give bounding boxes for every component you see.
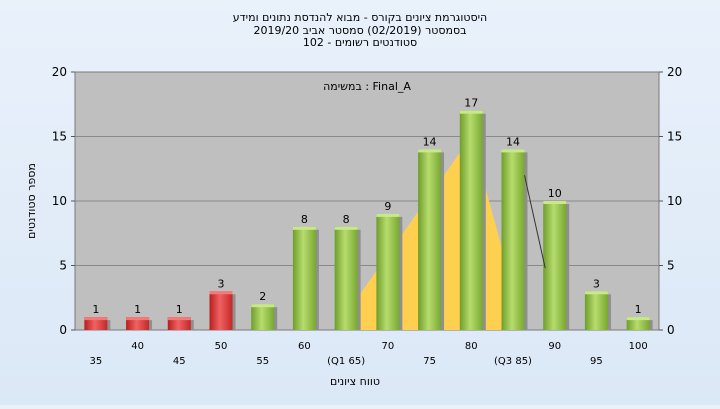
bar-value-label: 1 <box>176 303 183 316</box>
x-tick-labels: 35 40 45 50 55 60 (Q1 65) 70 75 80 (Q3 85) 90 95 100 <box>89 341 647 367</box>
x-tick-label: (Q3 85) <box>494 356 532 367</box>
bar-value-label: 2 <box>259 290 266 303</box>
bar-top <box>84 317 108 321</box>
x-tick-label: 55 <box>256 356 269 367</box>
bar <box>626 317 650 330</box>
bar-value-label: 8 <box>301 213 308 226</box>
bar-top <box>292 226 316 230</box>
bar-top <box>418 149 442 153</box>
bar-value-label: 1 <box>92 303 99 316</box>
bar-top <box>334 226 358 230</box>
bar-top <box>626 317 650 321</box>
y-tick-label-left: 5 <box>59 259 67 273</box>
bar <box>84 317 108 330</box>
bar-value-label: 9 <box>384 200 391 213</box>
bar <box>167 317 191 330</box>
bar <box>543 201 567 330</box>
bar-top <box>459 110 483 114</box>
y-tick-label-left: 20 <box>52 65 67 79</box>
x-tick-label: 40 <box>131 341 144 352</box>
x-tick-label: 70 <box>381 341 394 352</box>
bar-value-label: 14 <box>506 135 520 148</box>
bar <box>501 149 525 330</box>
bar <box>584 291 608 330</box>
bar-top <box>251 304 275 308</box>
bar-value-label: 3 <box>593 277 600 290</box>
y-tick-label-right: 20 <box>667 65 682 79</box>
x-tick-label: 35 <box>89 356 102 367</box>
x-tick-label: 50 <box>215 341 228 352</box>
y-tick-label-left: 0 <box>59 323 67 337</box>
bar-value-label: 1 <box>635 303 642 316</box>
bar-value-label: 1 <box>134 303 141 316</box>
bar-top <box>543 201 567 204</box>
bar <box>251 304 275 330</box>
y-tick-label-right: 5 <box>667 259 675 273</box>
y-tick-label-right: 0 <box>667 323 675 337</box>
y-axis-left: 0 5 10 15 20 <box>52 65 75 337</box>
y-tick-label-right: 15 <box>667 130 682 144</box>
bar <box>292 226 316 330</box>
quartile-connector-line <box>524 175 546 269</box>
x-tick-label: 100 <box>629 341 648 352</box>
y-axis-right: 0 5 10 15 20 <box>659 65 682 337</box>
task-label: במשימה : Final_A <box>323 80 411 93</box>
bar <box>126 317 150 330</box>
bar-top <box>209 291 233 295</box>
bar-top <box>126 317 150 321</box>
x-tick-label: 90 <box>548 341 561 352</box>
x-tick-label: 95 <box>590 356 603 367</box>
y-tick-label-left: 15 <box>52 130 67 144</box>
y-axis-label: מספר סטודנטים <box>25 163 38 239</box>
bar-top <box>584 291 608 295</box>
bar-value-label: 3 <box>218 277 225 290</box>
x-tick-label: 80 <box>465 341 478 352</box>
bar-value-label: 17 <box>464 97 478 110</box>
bar <box>209 291 233 330</box>
title-line-3: סטודנטים רשומים - 102 <box>303 36 417 49</box>
bar-value-labels: 1 1 1 3 2 8 8 9 14 17 14 10 3 1 <box>92 97 641 316</box>
bar <box>418 149 442 330</box>
bar-top <box>376 213 400 217</box>
x-tick-label: 45 <box>173 356 186 367</box>
bar-value-label: 14 <box>423 135 437 148</box>
bar <box>376 213 400 330</box>
bar <box>459 110 483 330</box>
title-line-2: בסמסטר (02/2019) סמסטר אביב 2019/20 <box>253 24 466 37</box>
bar <box>334 226 358 330</box>
y-tick-label-right: 10 <box>667 194 682 208</box>
x-tick-label: 75 <box>423 356 436 367</box>
bar-top <box>167 317 191 321</box>
x-axis-label: טווח ציונים <box>330 375 380 388</box>
y-tick-label-left: 10 <box>52 194 67 208</box>
bars <box>84 110 653 330</box>
title-line-1: היסטוגרמת ציונים בקורס - מבוא להנדסת נתו… <box>233 11 487 24</box>
bar-value-label: 8 <box>343 213 350 226</box>
bar-top <box>501 149 525 153</box>
chart-title: היסטוגרמת ציונים בקורס - מבוא להנדסת נתו… <box>233 11 487 49</box>
x-tick-label: 60 <box>298 341 311 352</box>
x-tick-label: (Q1 65) <box>327 356 365 367</box>
bar-value-label: 10 <box>548 187 562 200</box>
